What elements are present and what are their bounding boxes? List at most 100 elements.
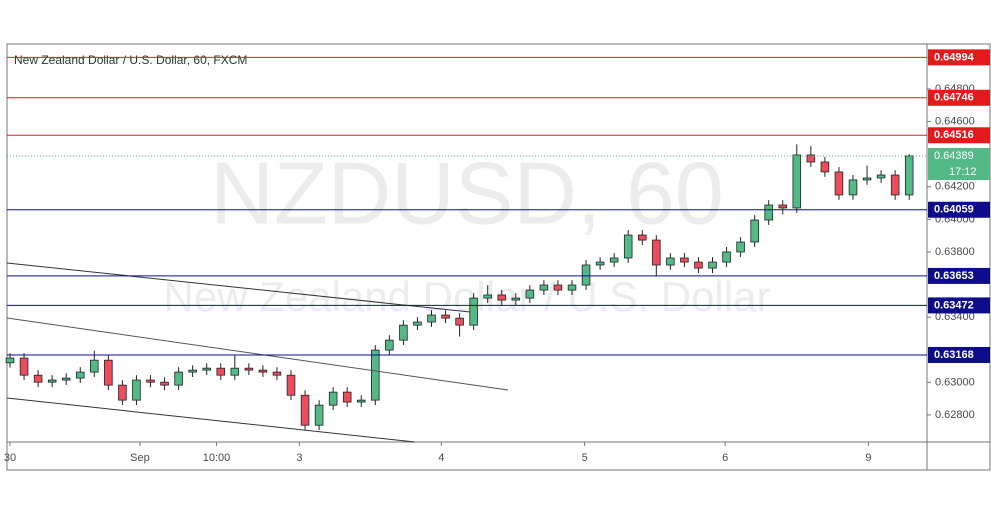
candle-body — [511, 297, 521, 301]
level-label: 0.64059 — [934, 204, 974, 216]
candle-body — [118, 384, 127, 401]
level-label-box — [928, 49, 990, 66]
candle-body — [567, 284, 577, 291]
level-label: 0.63653 — [934, 270, 974, 282]
trend-line — [6, 317, 509, 391]
candle-body — [174, 371, 183, 386]
x-tick-label: 10:00 — [203, 452, 231, 464]
candle-body — [342, 391, 352, 403]
last-price-label: 0.64389 — [934, 150, 974, 162]
candle-body — [708, 261, 717, 269]
candle-body — [666, 257, 675, 266]
candle-body — [371, 349, 380, 401]
candle-body — [483, 294, 492, 299]
candle-body — [455, 317, 464, 326]
candle-body — [525, 289, 535, 299]
candle-body — [385, 339, 394, 351]
candle-body — [876, 174, 886, 179]
candle-body — [497, 294, 507, 301]
x-tick-label: 5 — [582, 452, 588, 464]
candle-body — [328, 391, 338, 406]
x-tick-label: 3 — [296, 452, 302, 464]
level-label-box — [928, 201, 990, 218]
x-tick-label: Sep — [130, 452, 150, 464]
level-label-box — [928, 127, 990, 144]
candle-body — [33, 374, 43, 383]
candle-body — [694, 261, 703, 269]
candle-body — [722, 251, 731, 263]
candle-body — [553, 284, 563, 291]
candle-body — [399, 324, 408, 341]
x-tick-label: 6 — [722, 452, 728, 464]
level-label: 0.63472 — [934, 299, 974, 311]
y-tick-label: 0.63000 — [935, 376, 975, 388]
candle-body — [188, 369, 197, 373]
candle-body — [258, 369, 268, 373]
candle-body — [539, 284, 549, 291]
level-label: 0.63168 — [934, 349, 974, 361]
last-price-box — [928, 147, 990, 180]
candle-body — [314, 404, 324, 426]
candle-body — [47, 379, 57, 383]
candle-body — [904, 155, 914, 196]
candle-body — [609, 257, 619, 263]
candle-body — [820, 161, 830, 173]
level-label: 0.64746 — [934, 92, 974, 104]
candle-body — [356, 399, 366, 403]
candle-body — [300, 394, 310, 426]
trend-line — [6, 397, 416, 443]
candle-body — [469, 297, 478, 326]
candle-body — [244, 367, 254, 371]
candle-body — [216, 367, 226, 376]
frame — [6, 43, 991, 471]
x-tick-label: 9 — [865, 452, 871, 464]
candle-body — [890, 174, 900, 196]
candle-body — [230, 367, 240, 376]
candle-body — [90, 359, 99, 373]
candle-body — [19, 357, 29, 376]
candle-body — [792, 154, 802, 209]
candle-body — [5, 357, 15, 364]
y-tick-label: 0.62800 — [935, 409, 975, 421]
candle-body — [862, 177, 872, 181]
chart-title: New Zealand Dollar / U.S. Dollar, 60, FX… — [14, 53, 247, 67]
candle-body — [680, 257, 689, 263]
level-label-box — [928, 346, 990, 363]
candle-body — [623, 234, 633, 259]
candle-body — [750, 219, 759, 243]
y-tick-label: 0.63400 — [935, 311, 975, 323]
level-label: 0.64994 — [934, 51, 975, 63]
watermark-subtitle: New Zealand Dollar / U.S. Dollar — [164, 273, 771, 320]
x-tick-label: 30 — [4, 452, 16, 464]
trend-line — [6, 262, 471, 313]
watermark: NZDUSD, 60 — [210, 143, 723, 242]
candle-body — [272, 371, 282, 376]
candle-body — [736, 241, 745, 253]
level-label-box — [928, 267, 990, 284]
candle-body — [202, 367, 211, 371]
candle-body — [413, 321, 422, 326]
candle-body — [652, 239, 661, 266]
x-tick-label: 4 — [438, 452, 444, 464]
candle-body — [595, 261, 605, 266]
candle-body — [146, 379, 155, 383]
y-tick-label: 0.64600 — [935, 115, 975, 127]
y-tick-label: 0.64200 — [935, 181, 975, 193]
level-label-box — [928, 297, 990, 314]
candle-body — [637, 234, 647, 241]
candle-body — [806, 154, 816, 163]
candle-body — [581, 264, 591, 286]
level-label: 0.64516 — [934, 129, 974, 141]
candle-body — [286, 374, 296, 396]
level-label-box — [928, 89, 990, 106]
candle-body — [441, 314, 450, 319]
candle-body — [75, 371, 85, 379]
candle-body — [104, 359, 113, 386]
countdown: 17:12 — [949, 166, 977, 178]
candle-body — [764, 204, 773, 221]
candle-body — [160, 381, 169, 386]
candle-body — [778, 204, 788, 209]
candle-body — [834, 171, 844, 196]
candle-body — [848, 179, 858, 196]
